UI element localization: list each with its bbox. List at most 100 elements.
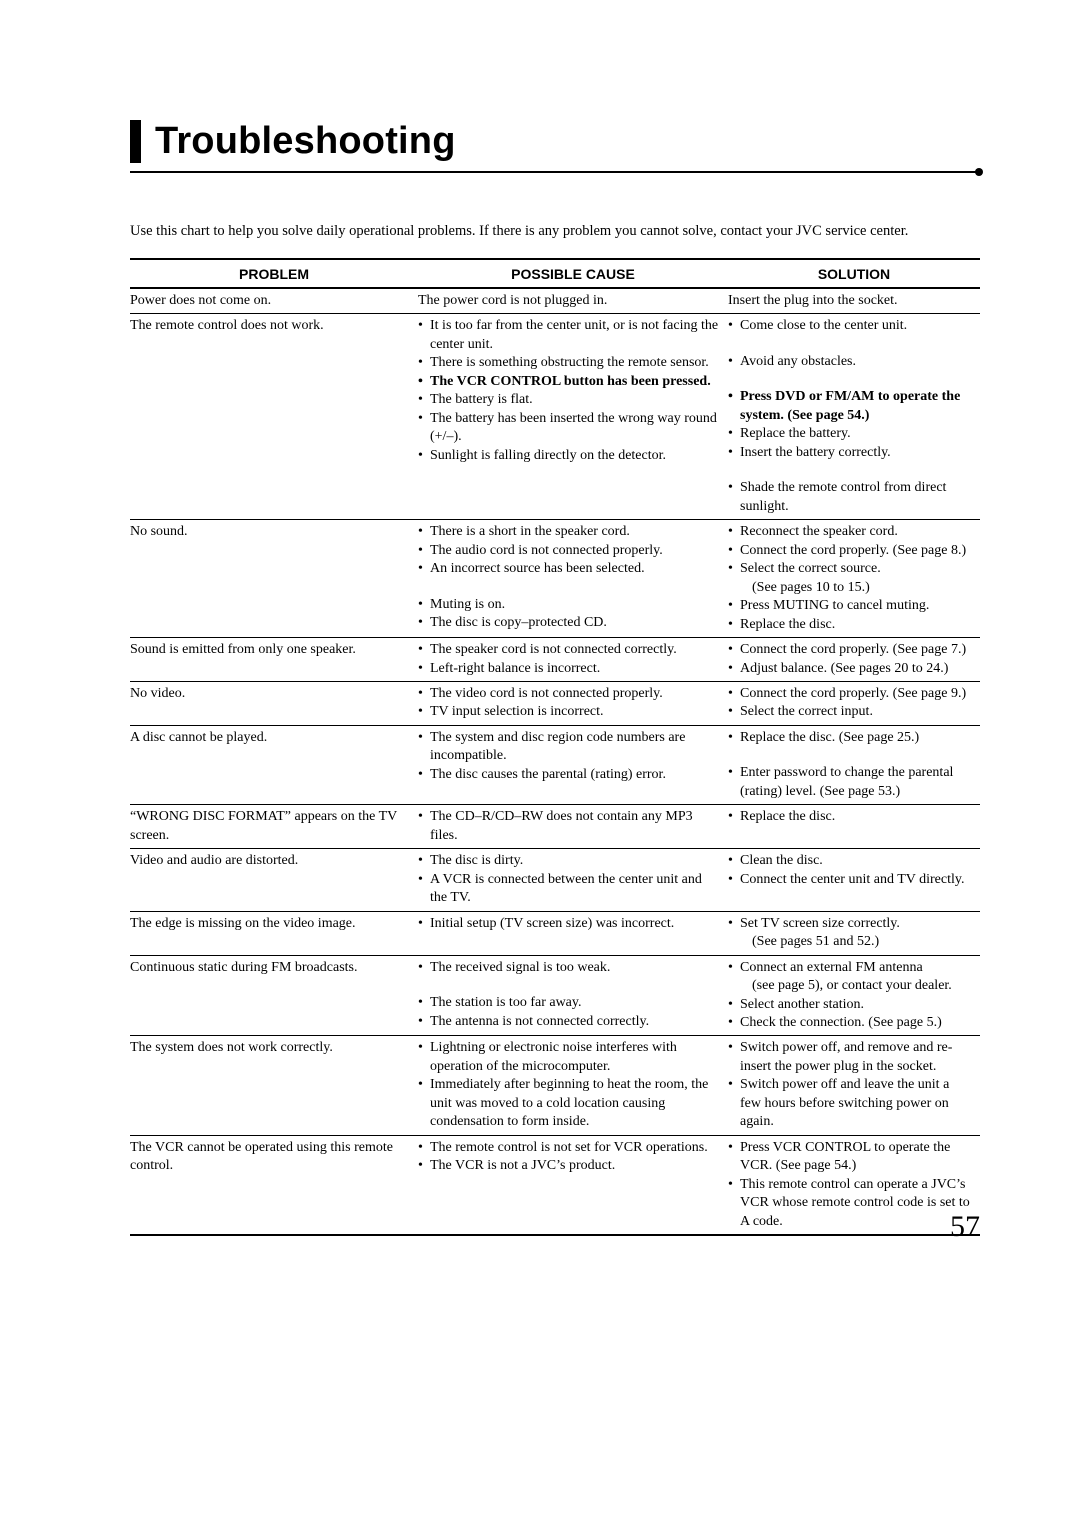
cell-cause: The system and disc region code numbers … — [418, 725, 728, 804]
page-title: Troubleshooting — [155, 120, 980, 163]
item-list: Clean the disc.Connect the center unit a… — [728, 852, 972, 889]
item-list: It is too far from the center unit, or i… — [418, 317, 720, 465]
cell-solution: Press VCR CONTROL to operate the VCR. (S… — [728, 1135, 980, 1235]
bullet-item: The audio cord is not connected properly… — [418, 542, 720, 560]
bullet-item: There is a short in the speaker cord. — [418, 523, 720, 541]
item-list: Replace the disc. — [728, 808, 972, 826]
bullet-item: Select another station. — [728, 996, 972, 1014]
cell-cause: Lightning or electronic noise interferes… — [418, 1036, 728, 1135]
cell-cause: The CD–R/CD–RW does not contain any MP3 … — [418, 805, 728, 849]
cell-problem: Sound is emitted from only one speaker. — [130, 638, 418, 682]
item-list: Reconnect the speaker cord.Connect the c… — [728, 523, 972, 634]
bullet-item: Replace the disc. — [728, 808, 972, 826]
cell-solution: Insert the plug into the socket. — [728, 288, 980, 314]
bullet-item: The disc causes the parental (rating) er… — [418, 766, 720, 784]
item-list: Connect the cord properly. (See page 7.)… — [728, 641, 972, 678]
cell-cause: The remote control is not set for VCR op… — [418, 1135, 728, 1235]
item-list: Lightning or electronic noise interferes… — [418, 1039, 720, 1131]
table-row: The VCR cannot be operated using this re… — [130, 1135, 980, 1235]
item-list: The remote control is not set for VCR op… — [418, 1139, 720, 1176]
table-row: “WRONG DISC FORMAT” appears on the TV sc… — [130, 805, 980, 849]
bullet-item: The VCR is not a JVC’s product. — [418, 1157, 720, 1175]
item-list: There is a short in the speaker cord.The… — [418, 523, 720, 632]
bullet-item: An incorrect source has been selected. — [418, 560, 720, 578]
cell-text: Insert the plug into the socket. — [728, 293, 898, 308]
bullet-item: Press MUTING to cancel muting. — [728, 597, 972, 615]
cell-problem: Power does not come on. — [130, 288, 418, 314]
intro-text: Use this chart to help you solve daily o… — [130, 223, 980, 240]
cell-solution: Replace the disc. — [728, 805, 980, 849]
bullet-item: Immediately after beginning to heat the … — [418, 1076, 720, 1131]
cell-solution: Come close to the center unit.Avoid any … — [728, 314, 980, 520]
cell-problem: The remote control does not work. — [130, 314, 418, 520]
bullet-subline: (see page 5), or contact your dealer. — [740, 977, 972, 995]
bullet-subline: (See pages 10 to 15.) — [740, 579, 972, 597]
bullet-item: The speaker cord is not connected correc… — [418, 641, 720, 659]
bullet-item: Avoid any obstacles. — [728, 353, 972, 371]
bullet-item: The antenna is not connected correctly. — [418, 1013, 720, 1031]
cell-problem: The system does not work correctly. — [130, 1036, 418, 1135]
cell-problem: The edge is missing on the video image. — [130, 911, 418, 955]
bullet-item: The station is too far away. — [418, 994, 720, 1012]
bullet-item: Replace the disc. (See page 25.) — [728, 729, 972, 747]
cell-text: The power cord is not plugged in. — [418, 293, 607, 308]
title-rule-line — [130, 171, 980, 173]
bullet-item: Adjust balance. (See pages 20 to 24.) — [728, 660, 972, 678]
bullet-item: Select the correct source.(See pages 10 … — [728, 560, 972, 597]
bullet-item: The battery is flat. — [418, 391, 720, 409]
bullet-item: Reconnect the speaker cord. — [728, 523, 972, 541]
item-list: The CD–R/CD–RW does not contain any MP3 … — [418, 808, 720, 845]
table-row: Power does not come on.The power cord is… — [130, 288, 980, 314]
cell-problem: No sound. — [130, 520, 418, 638]
bullet-item: The video cord is not connected properly… — [418, 685, 720, 703]
item-list: Set TV screen size correctly.(See pages … — [728, 915, 972, 952]
col-header-solution: SOLUTION — [728, 259, 980, 288]
item-list: Replace the disc. (See page 25.)Enter pa… — [728, 729, 972, 801]
bullet-item: Sunlight is falling directly on the dete… — [418, 447, 720, 465]
bullet-item: The disc is copy–protected CD. — [418, 614, 720, 632]
cell-problem: No video. — [130, 681, 418, 725]
bullet-item: Shade the remote control from direct sun… — [728, 479, 972, 516]
bullet-item: The CD–R/CD–RW does not contain any MP3 … — [418, 808, 720, 845]
bullet-item: Insert the battery correctly. — [728, 444, 972, 462]
bullet-item: There is something obstructing the remot… — [418, 354, 720, 372]
item-list: Connect the cord properly. (See page 9.)… — [728, 685, 972, 722]
item-list: Insert the plug into the socket. — [728, 292, 972, 310]
cell-cause: The speaker cord is not connected correc… — [418, 638, 728, 682]
item-list: The disc is dirty.A VCR is connected bet… — [418, 852, 720, 907]
item-list: The power cord is not plugged in. — [418, 292, 720, 310]
table-header-row: PROBLEM POSSIBLE CAUSE SOLUTION — [130, 259, 980, 288]
bullet-item: Replace the disc. — [728, 616, 972, 634]
bullet-item: A VCR is connected between the center un… — [418, 871, 720, 908]
bullet-item: Switch power off, and remove and re-inse… — [728, 1039, 972, 1076]
bullet-item: The remote control is not set for VCR op… — [418, 1139, 720, 1157]
table-row: A disc cannot be played.The system and d… — [130, 725, 980, 804]
bullet-item: Connect the cord properly. (See page 9.) — [728, 685, 972, 703]
bullet-item: Connect the cord properly. (See page 7.) — [728, 641, 972, 659]
cell-solution: Switch power off, and remove and re-inse… — [728, 1036, 980, 1135]
bullet-item: Initial setup (TV screen size) was incor… — [418, 915, 720, 933]
item-list: Press VCR CONTROL to operate the VCR. (S… — [728, 1139, 972, 1231]
cell-cause: It is too far from the center unit, or i… — [418, 314, 728, 520]
bullet-item: Set TV screen size correctly.(See pages … — [728, 915, 972, 952]
bullet-item: TV input selection is incorrect. — [418, 703, 720, 721]
cell-solution: Connect the cord properly. (See page 7.)… — [728, 638, 980, 682]
bullet-item: The battery has been inserted the wrong … — [418, 410, 720, 447]
bullet-item: The disc is dirty. — [418, 852, 720, 870]
table-row: The system does not work correctly.Light… — [130, 1036, 980, 1135]
bullet-item: Replace the battery. — [728, 425, 972, 443]
bullet-item: Lightning or electronic noise interferes… — [418, 1039, 720, 1076]
page: Troubleshooting Use this chart to help y… — [0, 0, 1080, 1296]
col-header-cause: POSSIBLE CAUSE — [418, 259, 728, 288]
table-row: The remote control does not work.It is t… — [130, 314, 980, 520]
bullet-item: Check the connection. (See page 5.) — [728, 1014, 972, 1032]
bullet-item: The VCR CONTROL button has been pressed. — [418, 373, 720, 391]
item-list: The system and disc region code numbers … — [418, 729, 720, 784]
cell-solution: Set TV screen size correctly.(See pages … — [728, 911, 980, 955]
cell-cause: The received signal is too weak.The stat… — [418, 955, 728, 1036]
table-row: Video and audio are distorted.The disc i… — [130, 849, 980, 911]
cell-cause: The power cord is not plugged in. — [418, 288, 728, 314]
cell-problem: “WRONG DISC FORMAT” appears on the TV sc… — [130, 805, 418, 849]
cell-solution: Replace the disc. (See page 25.)Enter pa… — [728, 725, 980, 804]
item-list: The speaker cord is not connected correc… — [418, 641, 720, 678]
